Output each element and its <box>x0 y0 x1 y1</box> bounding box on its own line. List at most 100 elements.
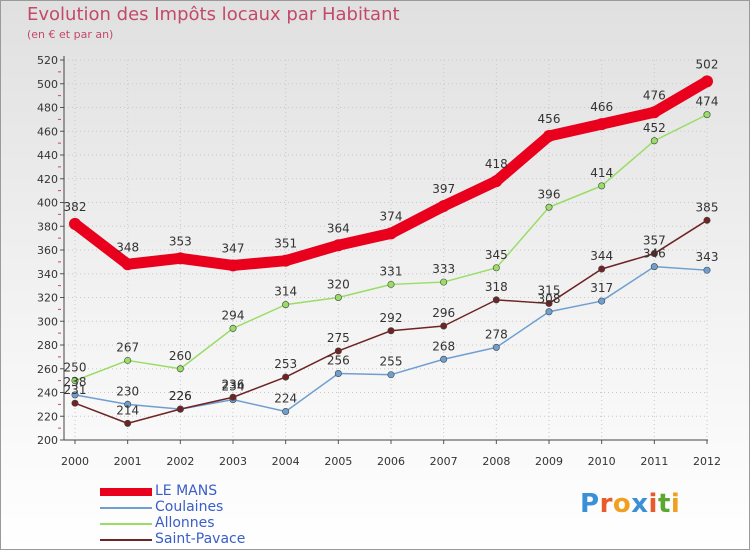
point-coulaines <box>282 407 290 415</box>
y-tick-label: 460 <box>37 125 58 138</box>
y-tick-label: 380 <box>37 220 58 233</box>
data-label-le-mans: 351 <box>274 237 297 251</box>
x-tick-label: 2011 <box>640 455 668 468</box>
point-allonnes <box>492 264 500 272</box>
point-coulaines <box>545 308 553 316</box>
data-label-allonnes: 452 <box>643 121 666 135</box>
chart-title: Evolution des Impôts locaux par Habitant <box>27 4 400 25</box>
data-label-allonnes: 260 <box>169 349 192 363</box>
data-label-coulaines: 308 <box>538 292 561 306</box>
point-allonnes <box>282 301 290 309</box>
point-allonnes <box>545 203 553 211</box>
data-label-saint-pavace: 292 <box>380 311 403 325</box>
data-label-saint-pavace: 231 <box>64 383 87 397</box>
legend-swatch-allonnes <box>100 523 152 525</box>
data-label-le-mans: 397 <box>432 182 455 196</box>
point-coulaines <box>650 263 658 271</box>
point-allonnes <box>598 182 606 190</box>
x-tick-label: 2006 <box>377 455 405 468</box>
point-coulaines <box>124 400 132 408</box>
point-le-mans <box>69 217 81 230</box>
series-layer <box>69 75 713 427</box>
point-allonnes <box>176 365 184 373</box>
y-tick-label: 340 <box>37 268 58 281</box>
data-label-saint-pavace: 275 <box>327 331 350 345</box>
point-saint-pavace <box>492 296 500 304</box>
point-coulaines <box>71 391 79 399</box>
point-le-mans <box>174 252 187 265</box>
data-label-le-mans: 353 <box>169 234 192 248</box>
x-tick-label: 2004 <box>272 455 300 468</box>
data-label-saint-pavace: 253 <box>274 357 297 371</box>
point-le-mans <box>648 106 661 119</box>
legend-swatch-le-mans <box>100 488 152 496</box>
point-le-mans <box>227 259 239 272</box>
data-label-le-mans: 364 <box>327 221 350 235</box>
grid <box>64 59 708 441</box>
point-saint-pavace <box>334 347 342 355</box>
point-saint-pavace <box>545 299 553 307</box>
data-label-coulaines: 226 <box>169 389 192 403</box>
x-tick-label: 2008 <box>482 455 510 468</box>
y-tick-label: 320 <box>37 292 58 305</box>
y-tick-label: 400 <box>37 197 58 210</box>
legend-swatch-coulaines <box>100 507 152 509</box>
data-label-coulaines: 268 <box>432 339 455 353</box>
point-allonnes <box>71 377 79 385</box>
point-le-mans <box>701 75 713 88</box>
logo-letter: x <box>631 489 649 519</box>
point-saint-pavace <box>650 250 658 258</box>
point-le-mans <box>595 118 608 131</box>
data-label-allonnes: 333 <box>432 262 455 276</box>
point-allonnes <box>124 356 132 364</box>
x-tick-label: 2003 <box>219 455 247 468</box>
data-label-le-mans: 456 <box>538 112 561 126</box>
point-coulaines <box>440 355 448 363</box>
y-axis: 200 220 240 260 280 300 320 340 360 380 400 420 440 4… <box>37 54 65 447</box>
point-saint-pavace <box>440 322 448 330</box>
point-coulaines <box>598 297 606 305</box>
x-tick-label: 2001 <box>114 455 142 468</box>
point-le-mans <box>543 130 555 142</box>
y-tick-label: 280 <box>37 339 58 352</box>
x-tick-label: 2000 <box>61 455 89 468</box>
data-label-le-mans: 418 <box>485 157 508 171</box>
point-allonnes <box>703 111 711 119</box>
point-coulaines <box>703 266 711 274</box>
data-label-coulaines: 278 <box>485 327 508 341</box>
data-label-saint-pavace: 318 <box>485 280 508 294</box>
point-allonnes <box>387 280 395 288</box>
point-saint-pavace <box>124 419 132 427</box>
point-coulaines <box>492 343 500 351</box>
point-le-mans <box>437 200 450 213</box>
point-le-mans <box>279 254 292 267</box>
data-label-coulaines: 230 <box>116 384 139 398</box>
logo-letter: P <box>580 489 600 519</box>
y-tick-label: 240 <box>37 387 58 400</box>
data-label-allonnes: 314 <box>274 285 297 299</box>
point-coulaines <box>387 371 395 379</box>
data-labels: 382 348 353 347 351 364 374 397 418 456 466 476 502 2… <box>64 57 719 417</box>
legend-label: Allonnes <box>155 515 215 531</box>
y-tick-label: 220 <box>37 410 58 423</box>
data-label-le-mans: 476 <box>643 88 666 102</box>
logo-letter: r <box>599 489 613 519</box>
data-label-coulaines: 224 <box>274 392 297 406</box>
legend-label: LE MANS <box>155 483 218 499</box>
point-allonnes <box>229 324 237 332</box>
y-tick-label: 260 <box>37 363 58 376</box>
y-tick-label: 300 <box>37 315 58 328</box>
data-label-coulaines: 346 <box>643 247 666 261</box>
data-label-le-mans: 347 <box>222 241 245 255</box>
point-coulaines <box>334 369 342 377</box>
data-label-coulaines: 255 <box>380 355 403 369</box>
x-tick-label: 2010 <box>588 455 616 468</box>
point-saint-pavace <box>229 393 237 401</box>
data-label-allonnes: 320 <box>327 278 350 292</box>
legend-label: Coulaines <box>155 499 224 515</box>
point-le-mans <box>490 175 503 188</box>
data-label-coulaines: 238 <box>64 375 87 389</box>
data-label-saint-pavace: 315 <box>538 283 561 297</box>
